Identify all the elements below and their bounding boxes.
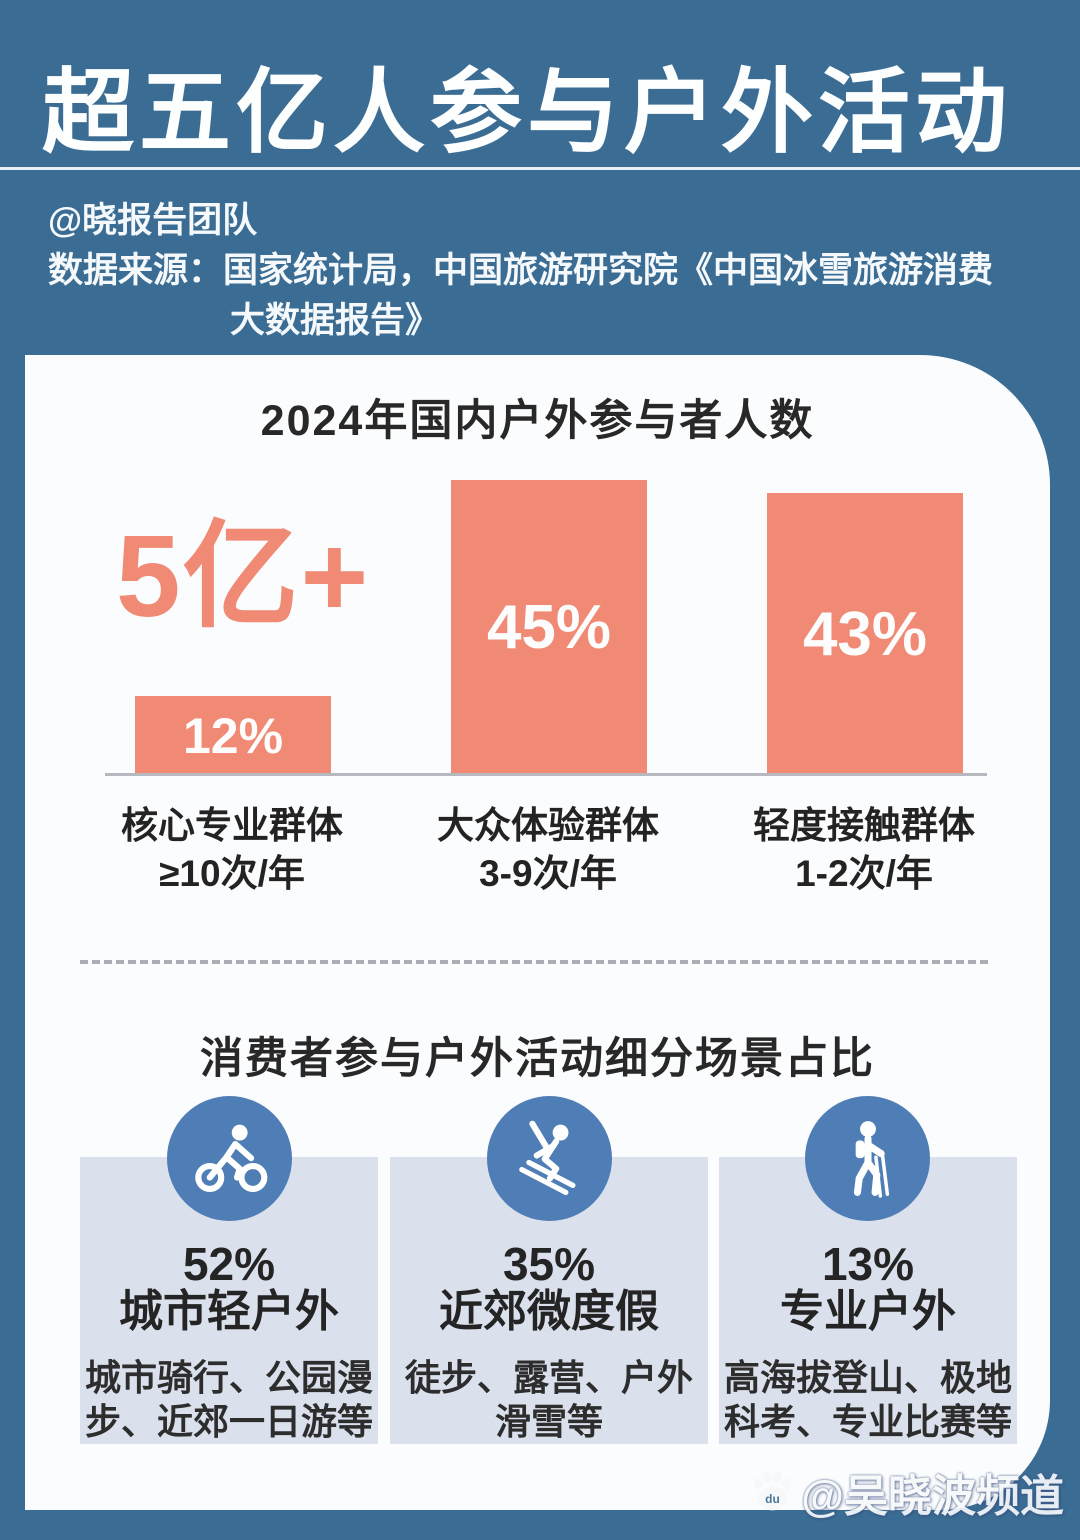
watermark-handle: @吴晓波频道 bbox=[801, 1472, 1064, 1521]
group-frequency: 1-2次/年 bbox=[795, 853, 933, 894]
scene-name: 专业户外 bbox=[780, 1287, 956, 1336]
byline: @晓报告团队 bbox=[48, 201, 258, 240]
bar-category-label: 大众体验群体 3-9次/年 bbox=[398, 802, 698, 898]
bar-value-label: 12% bbox=[182, 707, 284, 764]
baidu-paw-icon: du bbox=[753, 1471, 792, 1511]
scene-card-professional: 13% 专业户外 高海拔登山、极地 科考、专业比赛等 bbox=[719, 1157, 1017, 1444]
group-name: 大众体验群体 bbox=[437, 805, 659, 846]
bar-category-label: 轻度接触群体 1-2次/年 bbox=[714, 802, 1014, 898]
section-divider bbox=[80, 960, 988, 964]
scene-description-line: 科考、专业比赛等 bbox=[723, 1401, 1012, 1442]
bar-chart-title: 2024年国内户外参与者人数 bbox=[260, 397, 815, 445]
group-frequency: ≥10次/年 bbox=[159, 853, 305, 894]
chart-baseline bbox=[105, 773, 987, 776]
hiking-badge bbox=[805, 1096, 930, 1221]
bar-light-group: 43% bbox=[767, 493, 963, 775]
scene-section-title: 消费者参与户外活动细分场景占比 bbox=[200, 1035, 875, 1083]
data-source-line1: 数据来源：国家统计局，中国旅游研究院《中国冰雪旅游消费 bbox=[48, 251, 994, 290]
scene-description-line: 滑雪等 bbox=[494, 1401, 603, 1442]
group-frequency: 3-9次/年 bbox=[479, 853, 617, 894]
scene-percent: 52% bbox=[182, 1238, 276, 1290]
bar-mass-group: 45% bbox=[451, 480, 647, 775]
svg-text:du: du bbox=[765, 1492, 780, 1506]
bar-value-label: 45% bbox=[486, 593, 612, 662]
scene-card-suburban: 35% 近郊微度假 徒步、露营、户外 滑雪等 bbox=[390, 1157, 708, 1444]
cycling-icon bbox=[194, 1124, 267, 1192]
scene-description-line: 高海拔登山、极地 bbox=[723, 1357, 1012, 1398]
scene-card-urban: 52% 城市轻户外 城市骑行、公园漫 步、近郊一日游等 bbox=[80, 1157, 378, 1444]
group-name: 核心专业群体 bbox=[121, 805, 343, 846]
scene-percent: 35% bbox=[502, 1238, 596, 1290]
scene-name: 近郊微度假 bbox=[439, 1287, 659, 1336]
highlight-stat: 5亿+ bbox=[116, 511, 371, 641]
skiing-icon bbox=[518, 1120, 576, 1195]
scene-description: 徒步、露营、户外 滑雪等 bbox=[390, 1356, 708, 1444]
scene-description: 城市骑行、公园漫 步、近郊一日游等 bbox=[80, 1356, 378, 1444]
channel-watermark: du @吴晓波频道 bbox=[749, 1460, 1064, 1524]
hiking-icon bbox=[853, 1120, 889, 1198]
skiing-badge bbox=[487, 1096, 612, 1221]
title-divider bbox=[0, 167, 1080, 170]
bar-value-label: 43% bbox=[802, 599, 928, 669]
group-name: 轻度接触群体 bbox=[753, 805, 975, 846]
bar-core-group: 12% bbox=[135, 696, 331, 775]
cycling-badge bbox=[167, 1096, 292, 1221]
bar-category-label: 核心专业群体 ≥10次/年 bbox=[82, 802, 382, 898]
page-title: 超五亿人参与户外活动 bbox=[42, 62, 1013, 164]
scene-percent: 13% bbox=[821, 1238, 915, 1290]
scene-name: 城市轻户外 bbox=[119, 1287, 339, 1336]
scene-description: 高海拔登山、极地 科考、专业比赛等 bbox=[719, 1356, 1017, 1444]
data-source-line2: 大数据报告》 bbox=[230, 301, 441, 340]
scene-description-line: 徒步、露营、户外 bbox=[404, 1357, 693, 1398]
scene-description-line: 城市骑行、公园漫 bbox=[84, 1357, 373, 1398]
scene-description-line: 步、近郊一日游等 bbox=[84, 1401, 373, 1442]
